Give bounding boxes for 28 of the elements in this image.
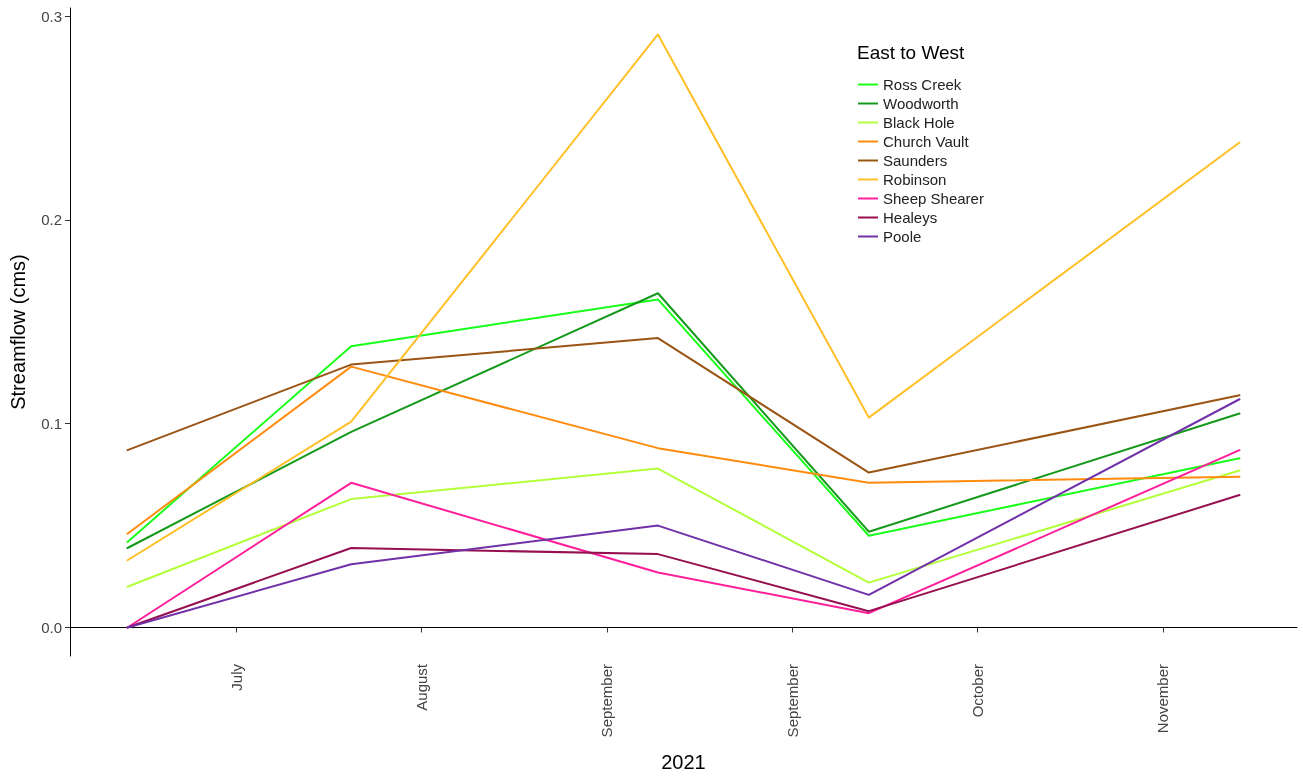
x-tick-label: September (783, 664, 801, 738)
line-series (126, 33, 1241, 562)
line-series (126, 449, 1241, 629)
x-tick-label: October (968, 664, 986, 718)
legend-label: Black Hole (883, 114, 955, 131)
legend-label: Church Vault (883, 133, 970, 150)
y-axis-title: Streamflow (cms) (7, 254, 29, 410)
line-series (126, 467, 1241, 588)
x-tick-label: July (227, 663, 245, 691)
y-tick-label: 0.0 (41, 618, 62, 636)
legend-label: Poole (883, 228, 922, 245)
line-series (126, 365, 1241, 535)
x-tick-label: November (1154, 664, 1172, 734)
line-series (126, 398, 1241, 629)
legend-label: Robinson (883, 171, 947, 188)
legend-label: Woodworth (883, 95, 959, 112)
y-tick-label: 0.2 (41, 211, 62, 229)
legend-label: Healeys (883, 209, 938, 226)
legend-label: Sheep Shearer (883, 190, 984, 207)
y-tick-label: 0.1 (41, 415, 62, 433)
x-tick-label: August (412, 663, 430, 711)
x-axis-title: 2021 (661, 751, 706, 773)
legend-title: East to West (857, 42, 966, 63)
legend-label: Saunders (883, 152, 948, 169)
y-tick-label: 0.3 (41, 7, 62, 25)
x-tick-label: September (598, 664, 616, 738)
legend-label: Ross Creek (883, 76, 962, 93)
line-series (126, 337, 1241, 474)
